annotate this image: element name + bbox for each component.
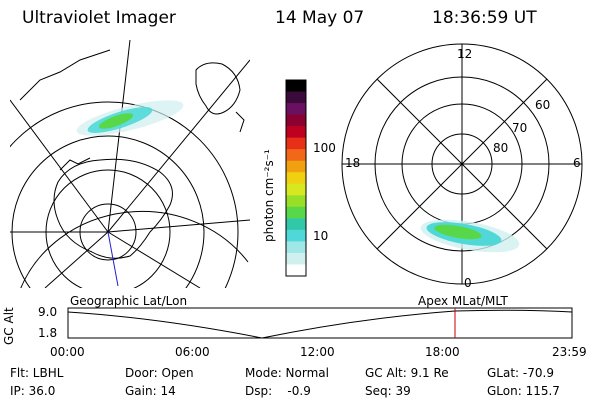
colorbar-segment: [286, 114, 306, 127]
colorbar-segment: [286, 241, 306, 254]
colorbar-tick-100: 100: [313, 141, 336, 155]
mlt-label-left: 18: [345, 156, 361, 170]
altitude-curve: [67, 309, 573, 339]
info-flt: Flt: LBHL: [10, 366, 64, 380]
timeline-x-tick: 12:00: [300, 345, 335, 359]
meridian: [44, 231, 109, 288]
colorbar-segment: [286, 206, 306, 219]
colorbar-segment: [286, 91, 306, 104]
colorbar-segment: [286, 264, 306, 277]
timeline-x-tick: 06:00: [175, 345, 210, 359]
info-gc-alt: GC Alt: 9.1 Re: [365, 366, 449, 380]
colorbar-tick-10: 10: [313, 229, 329, 243]
date-label: 14 May 07: [275, 8, 365, 28]
meridian: [107, 231, 201, 288]
colorbar-segment: [286, 103, 306, 116]
colorbar-segment: [286, 126, 306, 139]
mlat-label-70: 70: [512, 121, 528, 135]
colorbar-segment: [286, 149, 306, 162]
info-seq: Seq: 39: [365, 384, 411, 398]
timeline-x-tick: 23:59: [552, 345, 587, 359]
timeline-left-caption: Geographic Lat/Lon: [70, 294, 188, 308]
aurora-emission-geo: [76, 100, 184, 136]
info-gain: Gain: 14: [125, 384, 176, 398]
antarctica-outline: [53, 158, 173, 259]
meridian: [107, 40, 131, 233]
meridian: [107, 219, 250, 233]
colorbar-segment: [286, 160, 306, 173]
info-dsp: Dsp: -0.9: [245, 384, 311, 398]
coastline: [235, 111, 245, 133]
info-mode: Mode: Normal: [245, 366, 329, 380]
timeline-right-caption: Apex MLat/MLT: [418, 294, 508, 308]
timeline-frame: [67, 307, 573, 339]
timeline-x-tick: 18:00: [425, 345, 460, 359]
info-glat: GLat: -70.9: [487, 366, 554, 380]
timeline-y-tick-bottom: 1.8: [38, 326, 58, 340]
colorbar-segment: [286, 252, 306, 265]
mlat-label-60: 60: [535, 98, 551, 112]
info-glon: GLon: 115.7: [487, 384, 560, 398]
mlt-label-top: 12: [457, 47, 473, 61]
time-label: 18:36:59 UT: [432, 8, 537, 28]
meridian: [107, 59, 250, 233]
colorbar-segment: [286, 195, 306, 208]
coastline: [19, 49, 111, 101]
colorbar-segment: [286, 218, 306, 231]
timeline-axis-label: GC Alt: [2, 307, 16, 345]
australia-coastline: [195, 62, 241, 115]
timeline-plot: [67, 307, 573, 339]
coastline: [59, 157, 91, 171]
lat-circle: [10, 101, 239, 288]
timeline-x-tick: 00:00: [50, 345, 85, 359]
aurora-emission-polar: [420, 219, 520, 253]
earth-limb: [20, 210, 249, 288]
colorbar-segment: [286, 229, 306, 242]
meridian: [10, 99, 109, 233]
mlt-label-right: 6: [573, 156, 581, 170]
mlt-line-diag: [376, 78, 548, 250]
colorbar-unit-label: photon cm⁻²s⁻¹: [262, 149, 276, 242]
mlat-label-80: 80: [493, 141, 509, 155]
colorbar-frame: [285, 79, 307, 277]
info-ip: IP: 36.0: [10, 384, 56, 398]
colorbar-segment: [286, 80, 306, 93]
instrument-title: Ultraviolet Imager: [22, 8, 176, 28]
subsatellite-track: [107, 231, 119, 287]
colorbar-segment: [286, 183, 306, 196]
mlt-label-bottom: 0: [464, 276, 472, 290]
colorbar-segment: [286, 172, 306, 185]
colorbar-segment: [286, 137, 306, 150]
colorbar: [285, 79, 307, 277]
info-door: Door: Open: [125, 366, 194, 380]
timeline-y-tick-top: 9.0: [38, 305, 58, 319]
